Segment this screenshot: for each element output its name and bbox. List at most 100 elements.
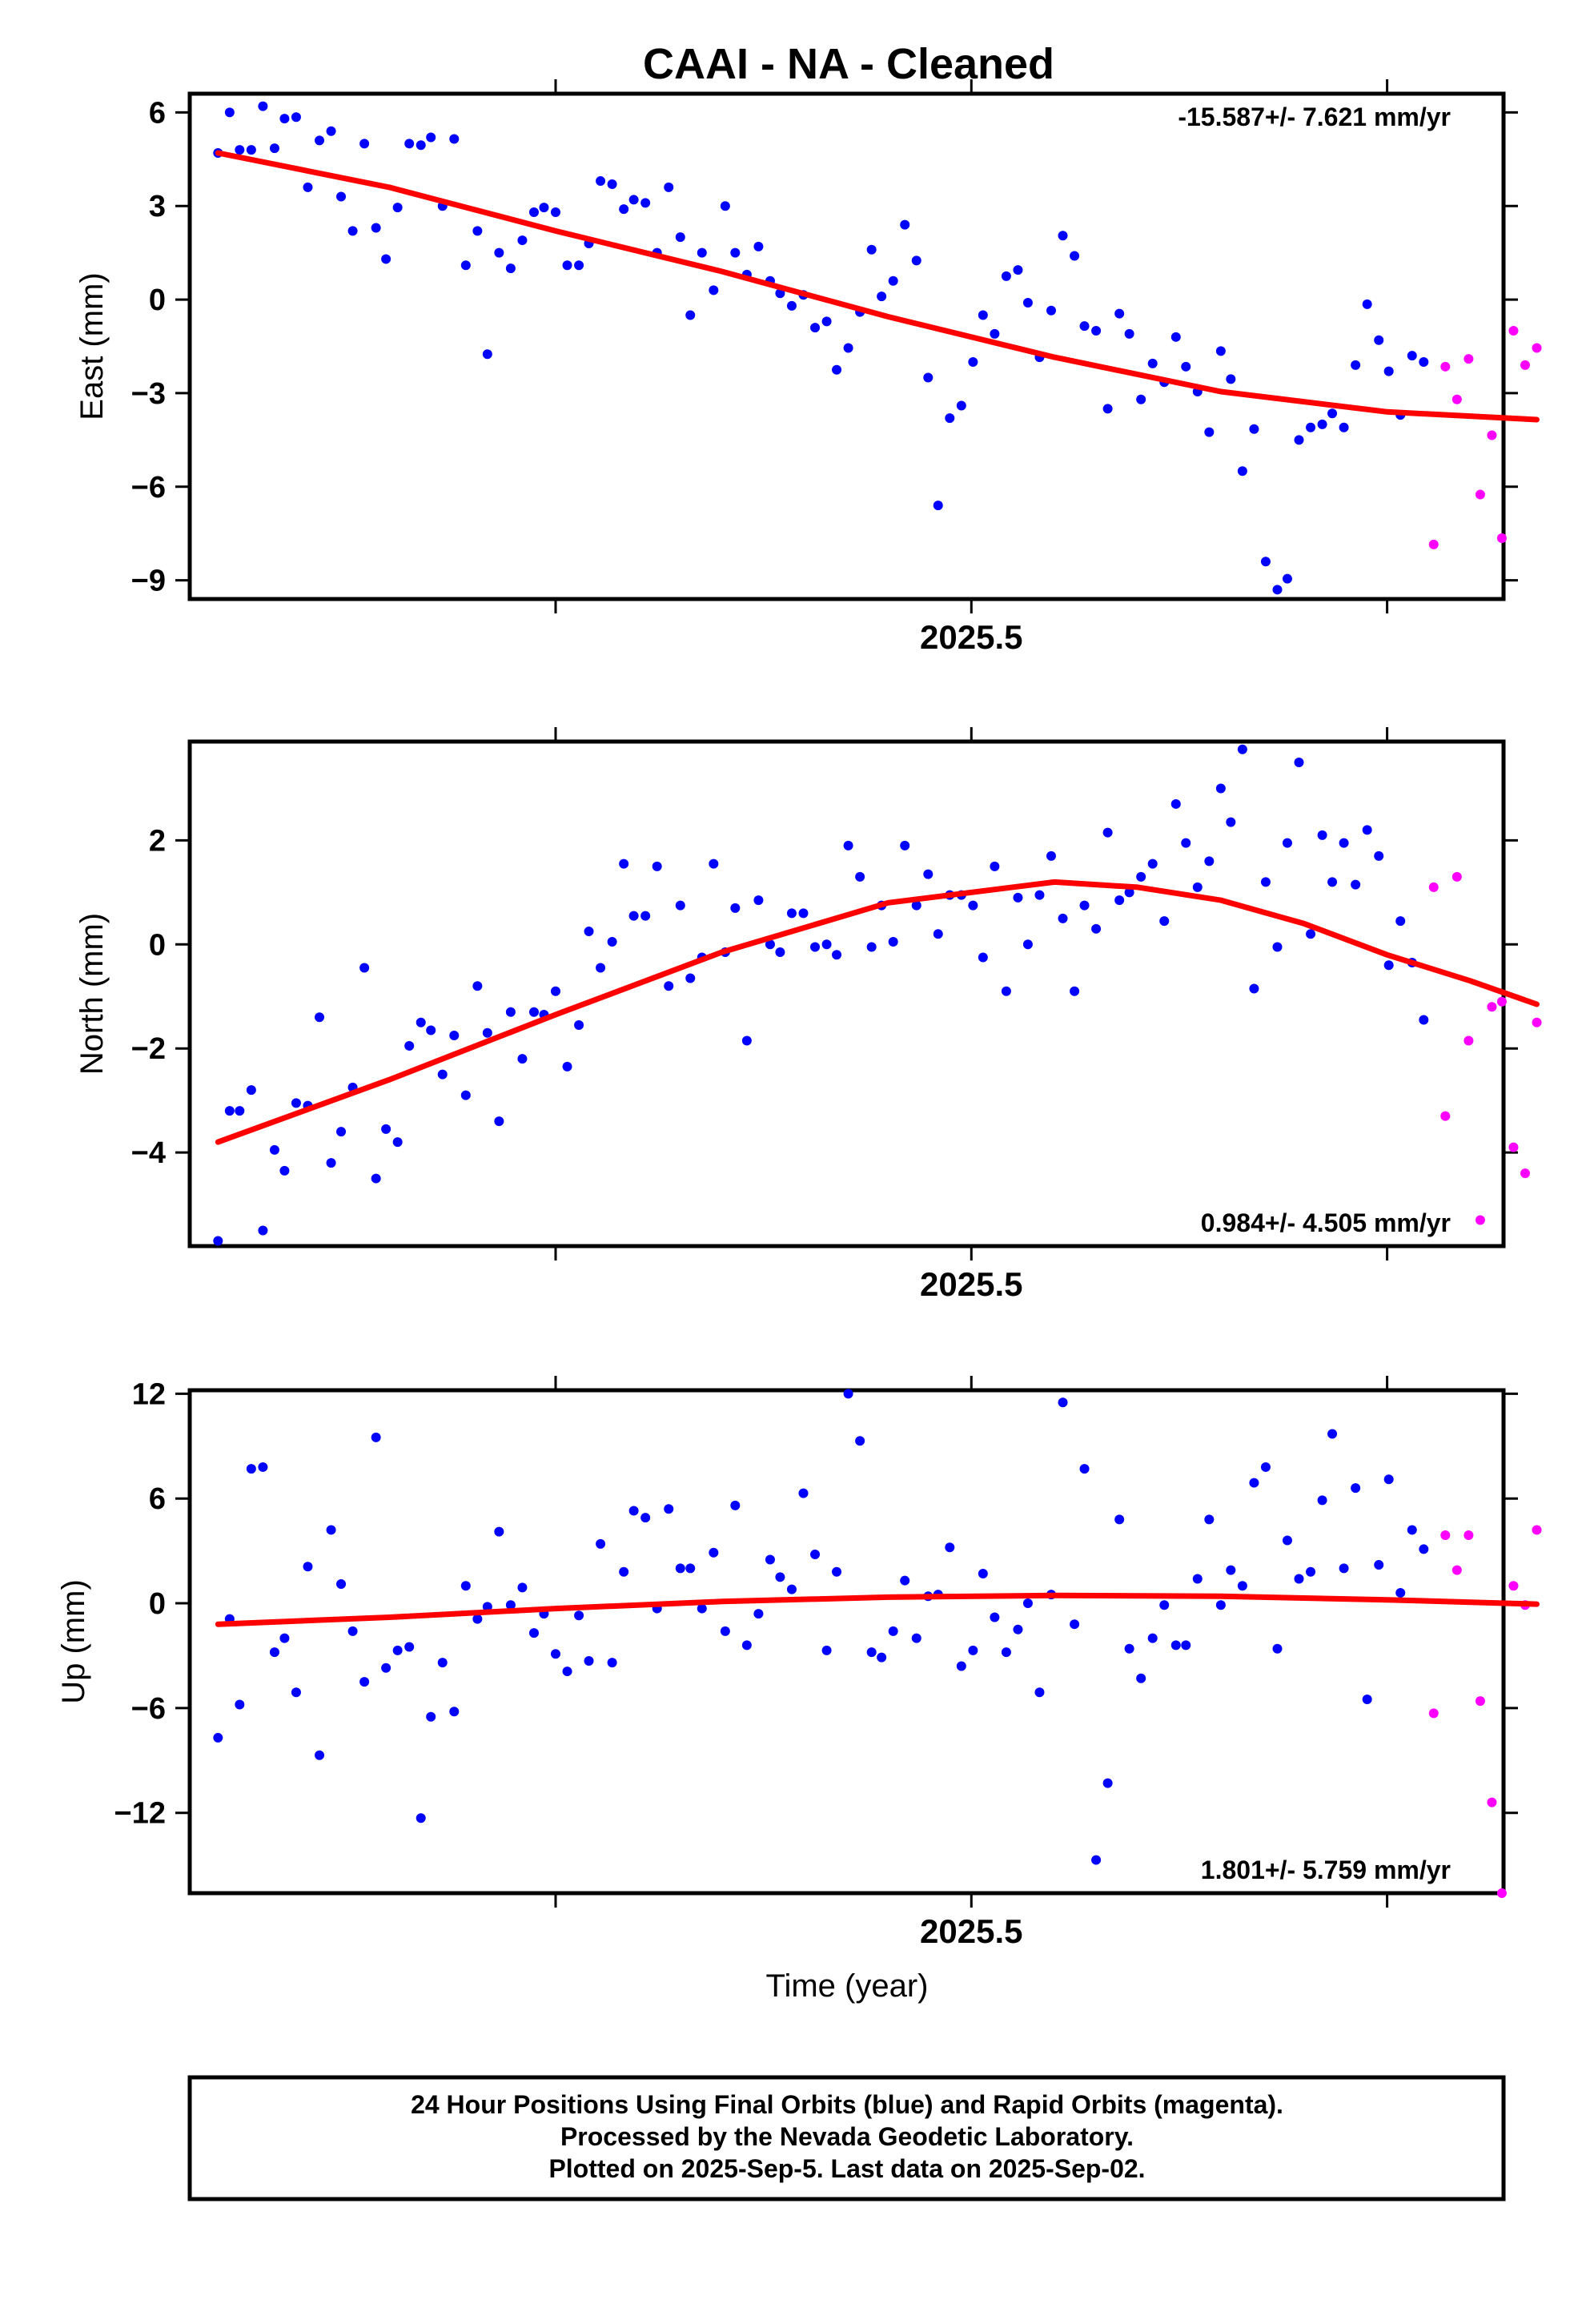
up-final-point	[460, 1581, 471, 1591]
up-final-point	[900, 1575, 910, 1586]
east-final-point	[1058, 231, 1068, 241]
east-xtick-label: 2025.5	[920, 618, 1022, 656]
east-final-point	[1351, 360, 1361, 370]
up-rapid-point	[1452, 1565, 1462, 1575]
north-rapid-point	[1475, 1215, 1485, 1225]
north-final-point	[821, 939, 832, 950]
east-final-point	[945, 413, 955, 424]
up-final-point	[517, 1582, 528, 1593]
north-final-point	[472, 981, 483, 991]
north-final-point	[652, 861, 662, 871]
north-final-point	[1102, 827, 1113, 838]
up-final-point	[775, 1572, 785, 1582]
east-final-point	[664, 182, 674, 192]
up-final-point	[888, 1626, 898, 1636]
east-final-point	[1181, 361, 1191, 372]
east-rapid-point	[1452, 394, 1462, 404]
east-final-point	[1272, 585, 1283, 595]
north-final-point	[628, 911, 639, 921]
up-final-point	[990, 1612, 1000, 1622]
north-final-point	[596, 963, 606, 973]
north-final-point	[1339, 838, 1349, 848]
east-final-point	[1339, 422, 1349, 432]
east-final-point	[539, 203, 549, 213]
up-y-axis-label: Up (mm)	[56, 1579, 91, 1704]
north-trend-line	[215, 879, 1540, 1145]
north-final-point	[1351, 879, 1361, 890]
up-rate-label: 1.801+/- 5.759 mm/yr	[1201, 1856, 1451, 1884]
north-final-point	[482, 1027, 492, 1038]
up-rapid-point	[1440, 1530, 1451, 1540]
north-final-point	[1215, 783, 1226, 794]
up-final-point	[258, 1462, 268, 1472]
up-final-point	[213, 1732, 223, 1743]
east-final-point	[832, 364, 842, 375]
east-rapid-point	[1428, 539, 1439, 549]
north-final-point	[675, 900, 685, 911]
east-rate-label: -15.587+/- 7.621 mm/yr	[1178, 103, 1451, 131]
east-final-point	[1407, 351, 1417, 361]
north-rapid-point	[1487, 1002, 1497, 1012]
up-final-point	[607, 1658, 617, 1668]
north-final-point	[1306, 929, 1316, 939]
up-final-point	[855, 1436, 865, 1446]
up-final-point	[1237, 1581, 1247, 1591]
up-final-point	[1070, 1619, 1080, 1630]
east-ytick-label: 0	[149, 283, 166, 317]
east-final-point	[978, 310, 988, 320]
north-final-point	[1395, 916, 1406, 927]
up-final-point	[347, 1626, 358, 1636]
panel-east: 6 3 0 −3 −6 −9 2025.5 East (mm) -15.587+/- 7.621…	[74, 79, 1542, 656]
north-final-point	[1272, 942, 1283, 952]
north-final-point	[1294, 757, 1304, 767]
east-final-point	[426, 132, 436, 143]
east-trend-line	[215, 150, 1540, 423]
up-final-point	[494, 1526, 504, 1537]
north-final-point	[664, 981, 674, 991]
east-final-point	[562, 260, 572, 271]
up-final-point	[291, 1687, 301, 1698]
east-final-point	[1327, 408, 1338, 419]
up-final-point	[279, 1633, 290, 1643]
east-final-point	[550, 207, 560, 218]
panel-up: 12 6 0 −6 −12 2025.5 Up (mm) 1.801+/- 5.759 mm/…	[56, 1376, 1542, 1950]
up-final-point	[472, 1614, 483, 1624]
up-rapid-point	[1508, 1581, 1519, 1591]
north-final-point	[213, 1236, 223, 1246]
up-final-point	[968, 1645, 978, 1655]
up-rapid-point	[1475, 1696, 1485, 1707]
east-final-point	[697, 247, 707, 258]
east-final-point	[1102, 404, 1113, 414]
north-final-point	[426, 1025, 436, 1035]
north-final-point	[1159, 916, 1170, 927]
east-final-point	[359, 139, 370, 149]
north-rapid-point	[1508, 1142, 1519, 1152]
north-final-point	[1204, 856, 1215, 866]
north-final-point	[1013, 892, 1023, 903]
north-final-point	[574, 1019, 584, 1030]
east-final-point	[246, 145, 256, 155]
north-rapid-point	[1428, 882, 1439, 892]
north-ytick-label: 0	[149, 928, 166, 962]
up-final-point	[709, 1547, 719, 1558]
east-final-point	[990, 328, 1000, 339]
east-final-point	[347, 226, 358, 236]
up-final-point	[1147, 1633, 1158, 1643]
east-final-point	[685, 310, 696, 320]
north-rapid-point	[1496, 996, 1507, 1007]
east-final-point	[1294, 435, 1304, 445]
north-final-point	[1124, 887, 1134, 898]
east-final-point	[1091, 326, 1102, 336]
north-final-point	[1383, 960, 1394, 971]
north-final-point	[505, 1007, 516, 1017]
up-final-point	[866, 1647, 877, 1658]
north-final-point	[528, 1007, 539, 1017]
north-final-point	[990, 861, 1000, 871]
north-final-point	[359, 963, 370, 973]
east-final-point	[1215, 346, 1226, 356]
north-ytick-label: 2	[149, 824, 166, 858]
east-final-point	[753, 241, 764, 251]
north-final-point	[1070, 986, 1080, 996]
east-rapid-point	[1496, 533, 1507, 544]
east-final-point	[392, 203, 403, 213]
